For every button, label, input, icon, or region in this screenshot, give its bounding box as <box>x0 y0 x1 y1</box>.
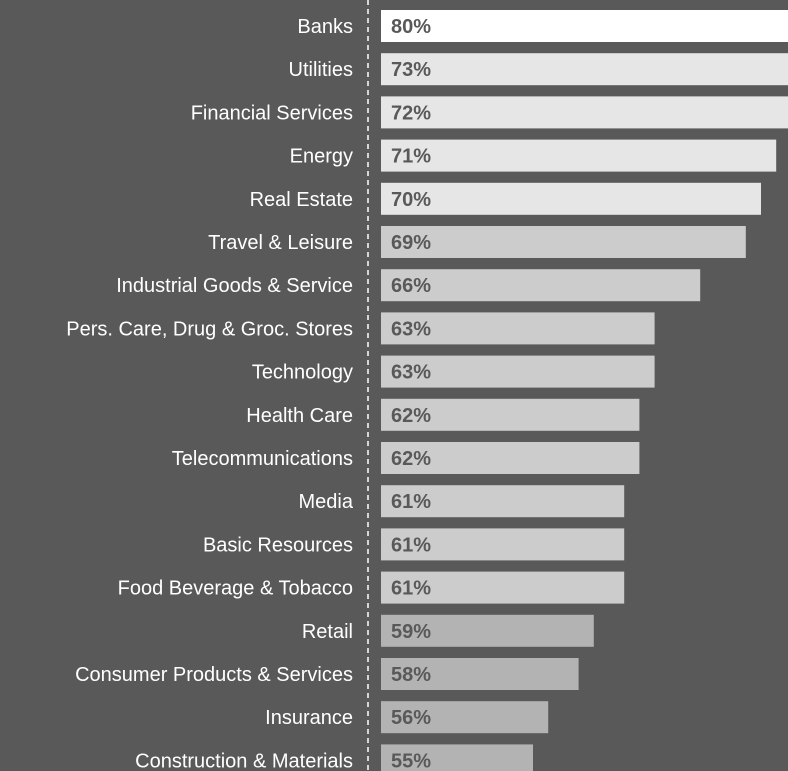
value-label-insurance: 56% <box>391 707 431 729</box>
bar-telecommunications <box>381 442 640 474</box>
bar-utilities <box>381 53 788 86</box>
category-label-food-beverage-tobacco: Food Beverage & Tobacco <box>118 578 353 600</box>
bar-banks <box>381 10 788 42</box>
value-label-financial-services: 72% <box>391 102 431 124</box>
value-label-energy: 71% <box>391 146 431 168</box>
category-label-construction-materials: Construction & Materials <box>135 750 353 771</box>
category-label-travel-leisure: Travel & Leisure <box>208 232 353 254</box>
value-label-retail: 59% <box>391 621 431 643</box>
value-label-real-estate: 70% <box>391 189 431 211</box>
category-label-consumer-products-services: Consumer Products & Services <box>75 664 353 686</box>
value-label-utilities: 73% <box>391 59 431 81</box>
category-label-pers-care-drug-groc-stores: Pers. Care, Drug & Groc. Stores <box>66 318 353 340</box>
category-label-telecommunications: Telecommunications <box>172 448 353 470</box>
category-label-health-care: Health Care <box>246 405 353 427</box>
bar-media <box>381 485 625 518</box>
bar-energy <box>381 139 777 172</box>
bar-group: Banks 80% Utilities 73% Financial Services 72… <box>66 10 788 771</box>
value-label-media: 61% <box>391 491 431 513</box>
value-label-banks: 80% <box>391 16 431 38</box>
value-label-consumer-products-services: 58% <box>391 664 431 686</box>
bar-industrial-goods-service <box>381 269 701 302</box>
bar-technology <box>381 355 655 388</box>
category-label-retail: Retail <box>302 621 353 643</box>
value-label-telecommunications: 62% <box>391 448 431 470</box>
bar-travel-leisure <box>381 226 746 258</box>
category-label-insurance: Insurance <box>265 707 353 729</box>
value-label-construction-materials: 55% <box>391 750 431 771</box>
value-label-health-care: 62% <box>391 405 431 427</box>
category-label-real-estate: Real Estate <box>250 189 353 211</box>
category-label-media: Media <box>299 491 354 513</box>
bar-consumer-products-services <box>381 658 579 690</box>
category-label-basic-resources: Basic Resources <box>203 534 353 556</box>
bar-construction-materials <box>381 744 533 771</box>
bar-real-estate <box>381 182 761 215</box>
category-label-industrial-goods-service: Industrial Goods & Service <box>116 275 353 297</box>
bar-pers-care-drug-groc-stores <box>381 312 655 345</box>
value-label-food-beverage-tobacco: 61% <box>391 578 431 600</box>
value-label-basic-resources: 61% <box>391 534 431 556</box>
value-label-industrial-goods-service: 66% <box>391 275 431 297</box>
bar-health-care <box>381 398 640 431</box>
bar-retail <box>381 614 594 647</box>
bar-food-beverage-tobacco <box>381 571 625 604</box>
category-label-utilities: Utilities <box>289 59 353 81</box>
bar-insurance <box>381 701 549 734</box>
value-label-travel-leisure: 69% <box>391 232 431 254</box>
bar-financial-services <box>381 96 788 129</box>
category-label-energy: Energy <box>290 146 353 168</box>
category-label-banks: Banks <box>297 16 353 38</box>
category-label-technology: Technology <box>252 362 353 384</box>
value-label-technology: 63% <box>391 362 431 384</box>
category-label-financial-services: Financial Services <box>191 102 353 124</box>
value-label-pers-care-drug-groc-stores: 63% <box>391 318 431 340</box>
bar-basic-resources <box>381 528 625 561</box>
